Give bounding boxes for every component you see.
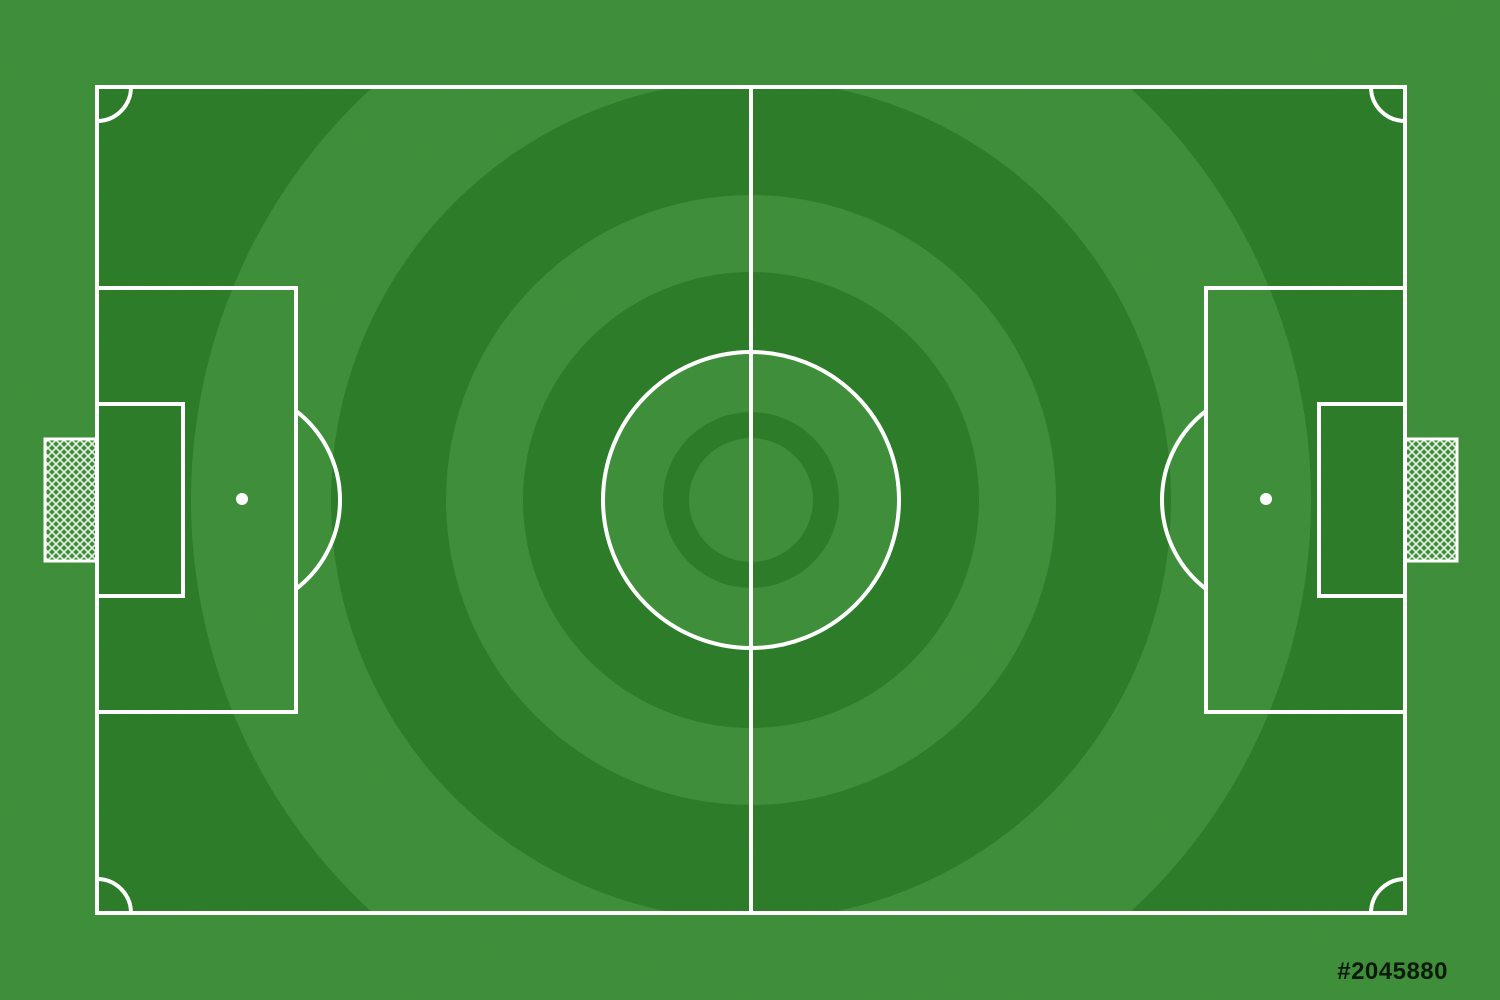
left-goal-area xyxy=(95,402,185,598)
stock-image-id: #2045880 xyxy=(1337,958,1448,985)
left-penalty-arc xyxy=(294,409,343,591)
pitch-markings xyxy=(95,85,1407,915)
center-circle xyxy=(601,350,901,650)
corner-arc-top-left xyxy=(96,86,133,123)
right-goal-net xyxy=(1403,437,1459,563)
right-penalty-spot xyxy=(1260,493,1272,505)
right-penalty-arc xyxy=(1159,409,1208,591)
right-goal-area xyxy=(1317,402,1407,598)
corner-arc-bottom-left xyxy=(96,877,133,914)
left-goal-net xyxy=(43,437,99,563)
corner-arc-top-right xyxy=(1369,86,1406,123)
corner-arc-bottom-right xyxy=(1369,877,1406,914)
left-penalty-spot xyxy=(236,493,248,505)
